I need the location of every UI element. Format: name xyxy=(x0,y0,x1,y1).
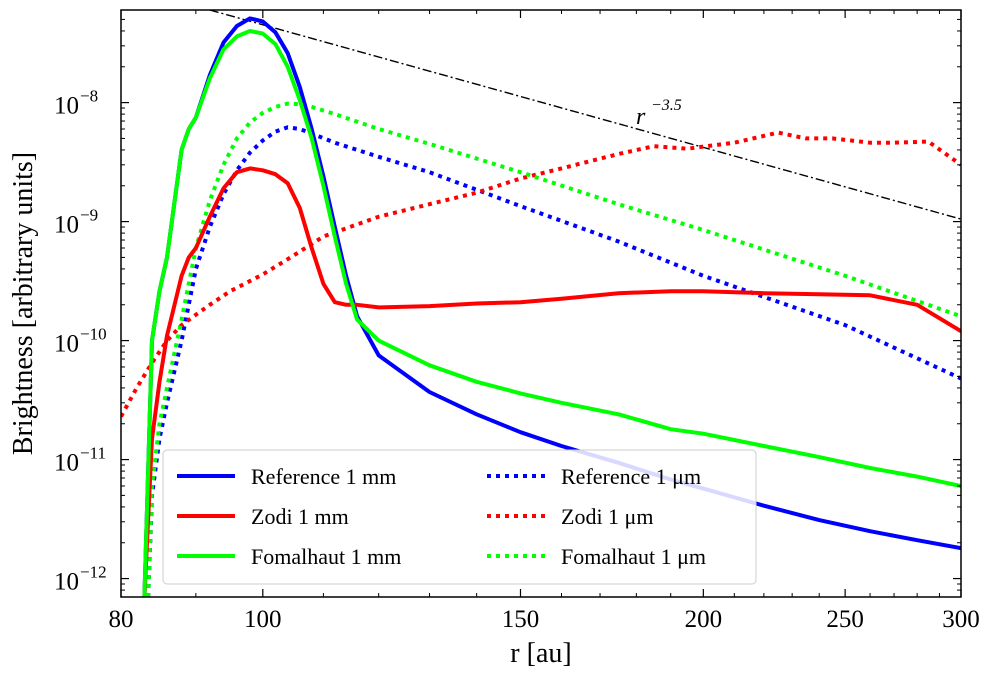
series-line-1 xyxy=(142,166,961,597)
y-tick-label: 10 xyxy=(54,331,79,358)
reference-line-annotation: r xyxy=(636,104,646,130)
y-tick-label-exponent: −10 xyxy=(80,325,107,344)
legend-label-0: Reference 1 mm xyxy=(251,464,396,489)
legend-label-1: Zodi 1 mm xyxy=(251,504,349,529)
x-axis-label: r [au] xyxy=(510,638,571,669)
legend-label-2: Fomalhaut 1 mm xyxy=(251,544,401,569)
x-tick-label: 200 xyxy=(685,606,723,633)
y-tick-label: 10 xyxy=(54,212,79,239)
y-axis-label: Brightness [arbitrary units] xyxy=(8,152,39,455)
series-line-5 xyxy=(146,101,961,597)
y-tick-label-exponent: −12 xyxy=(80,563,107,582)
y-tick-label: 10 xyxy=(54,93,79,120)
x-tick-label: 150 xyxy=(502,606,540,633)
legend-label-5: Fomalhaut 1 μm xyxy=(561,544,706,569)
x-tick-label: 300 xyxy=(942,606,980,633)
y-tick-label-exponent: −8 xyxy=(80,87,98,106)
reference-power-law-line xyxy=(209,10,961,220)
series-line-2 xyxy=(142,29,961,597)
y-tick-label-exponent: −9 xyxy=(80,206,98,225)
x-tick-label: 100 xyxy=(244,606,282,633)
reference-line-annotation-exponent: −3.5 xyxy=(651,97,682,114)
y-tick-label: 10 xyxy=(54,450,79,477)
x-tick-label: 80 xyxy=(109,606,134,633)
x-tick-label: 250 xyxy=(826,606,864,633)
legend-label-3: Reference 1 μm xyxy=(561,464,701,489)
legend-box xyxy=(162,449,757,585)
series-line-4 xyxy=(121,130,961,418)
plot-frame xyxy=(120,9,962,598)
y-tick-label: 10 xyxy=(54,569,79,596)
y-tick-label-exponent: −11 xyxy=(80,444,106,463)
legend: Reference 1 mm Zodi 1 mm Fomalhaut 1 mm Ref… xyxy=(162,449,757,585)
legend-label-4: Zodi 1 μm xyxy=(561,504,653,529)
